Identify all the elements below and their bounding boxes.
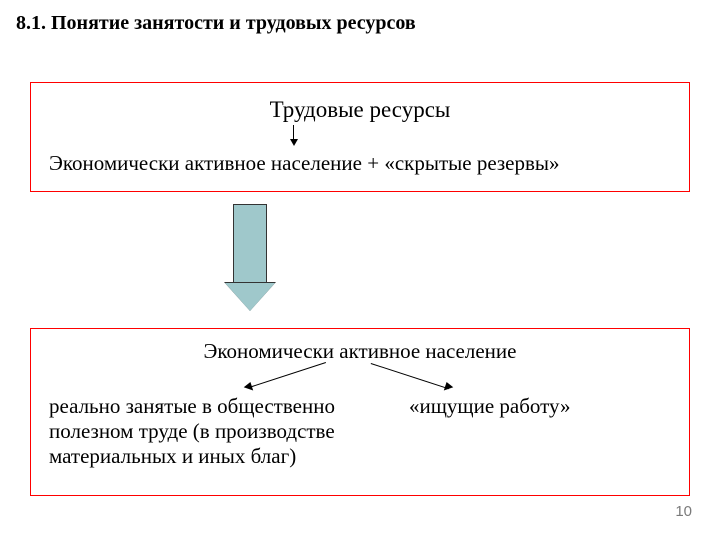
small-arrow-head-icon	[290, 139, 298, 146]
page-number: 10	[675, 503, 692, 520]
box-active-population: Экономически активное население реально …	[30, 328, 690, 496]
big-arrow-stem	[233, 204, 267, 284]
section-title: 8.1. Понятие занятости и трудовых ресурс…	[16, 12, 416, 35]
big-arrow-head	[225, 283, 275, 311]
box2-columns: реально занятые в общественно полезном т…	[49, 394, 671, 469]
box2-right-text: «ищущие работу»	[409, 394, 671, 469]
branch-right-head-icon	[444, 382, 454, 393]
branch-left-line	[248, 362, 326, 388]
branch-left-head-icon	[243, 382, 253, 393]
box1-title: Трудовые ресурсы	[49, 97, 671, 123]
box-labor-resources: Трудовые ресурсы Экономически активное н…	[30, 82, 690, 192]
branch-right-line	[371, 363, 449, 389]
section-title-text: 8.1. Понятие занятости и трудовых ресурс…	[16, 12, 416, 34]
box2-left-text: реально занятые в общественно полезном т…	[49, 394, 349, 469]
box1-subtitle: Экономически активное население + «скрыт…	[49, 151, 671, 176]
box2-title: Экономически активное население	[49, 339, 671, 364]
